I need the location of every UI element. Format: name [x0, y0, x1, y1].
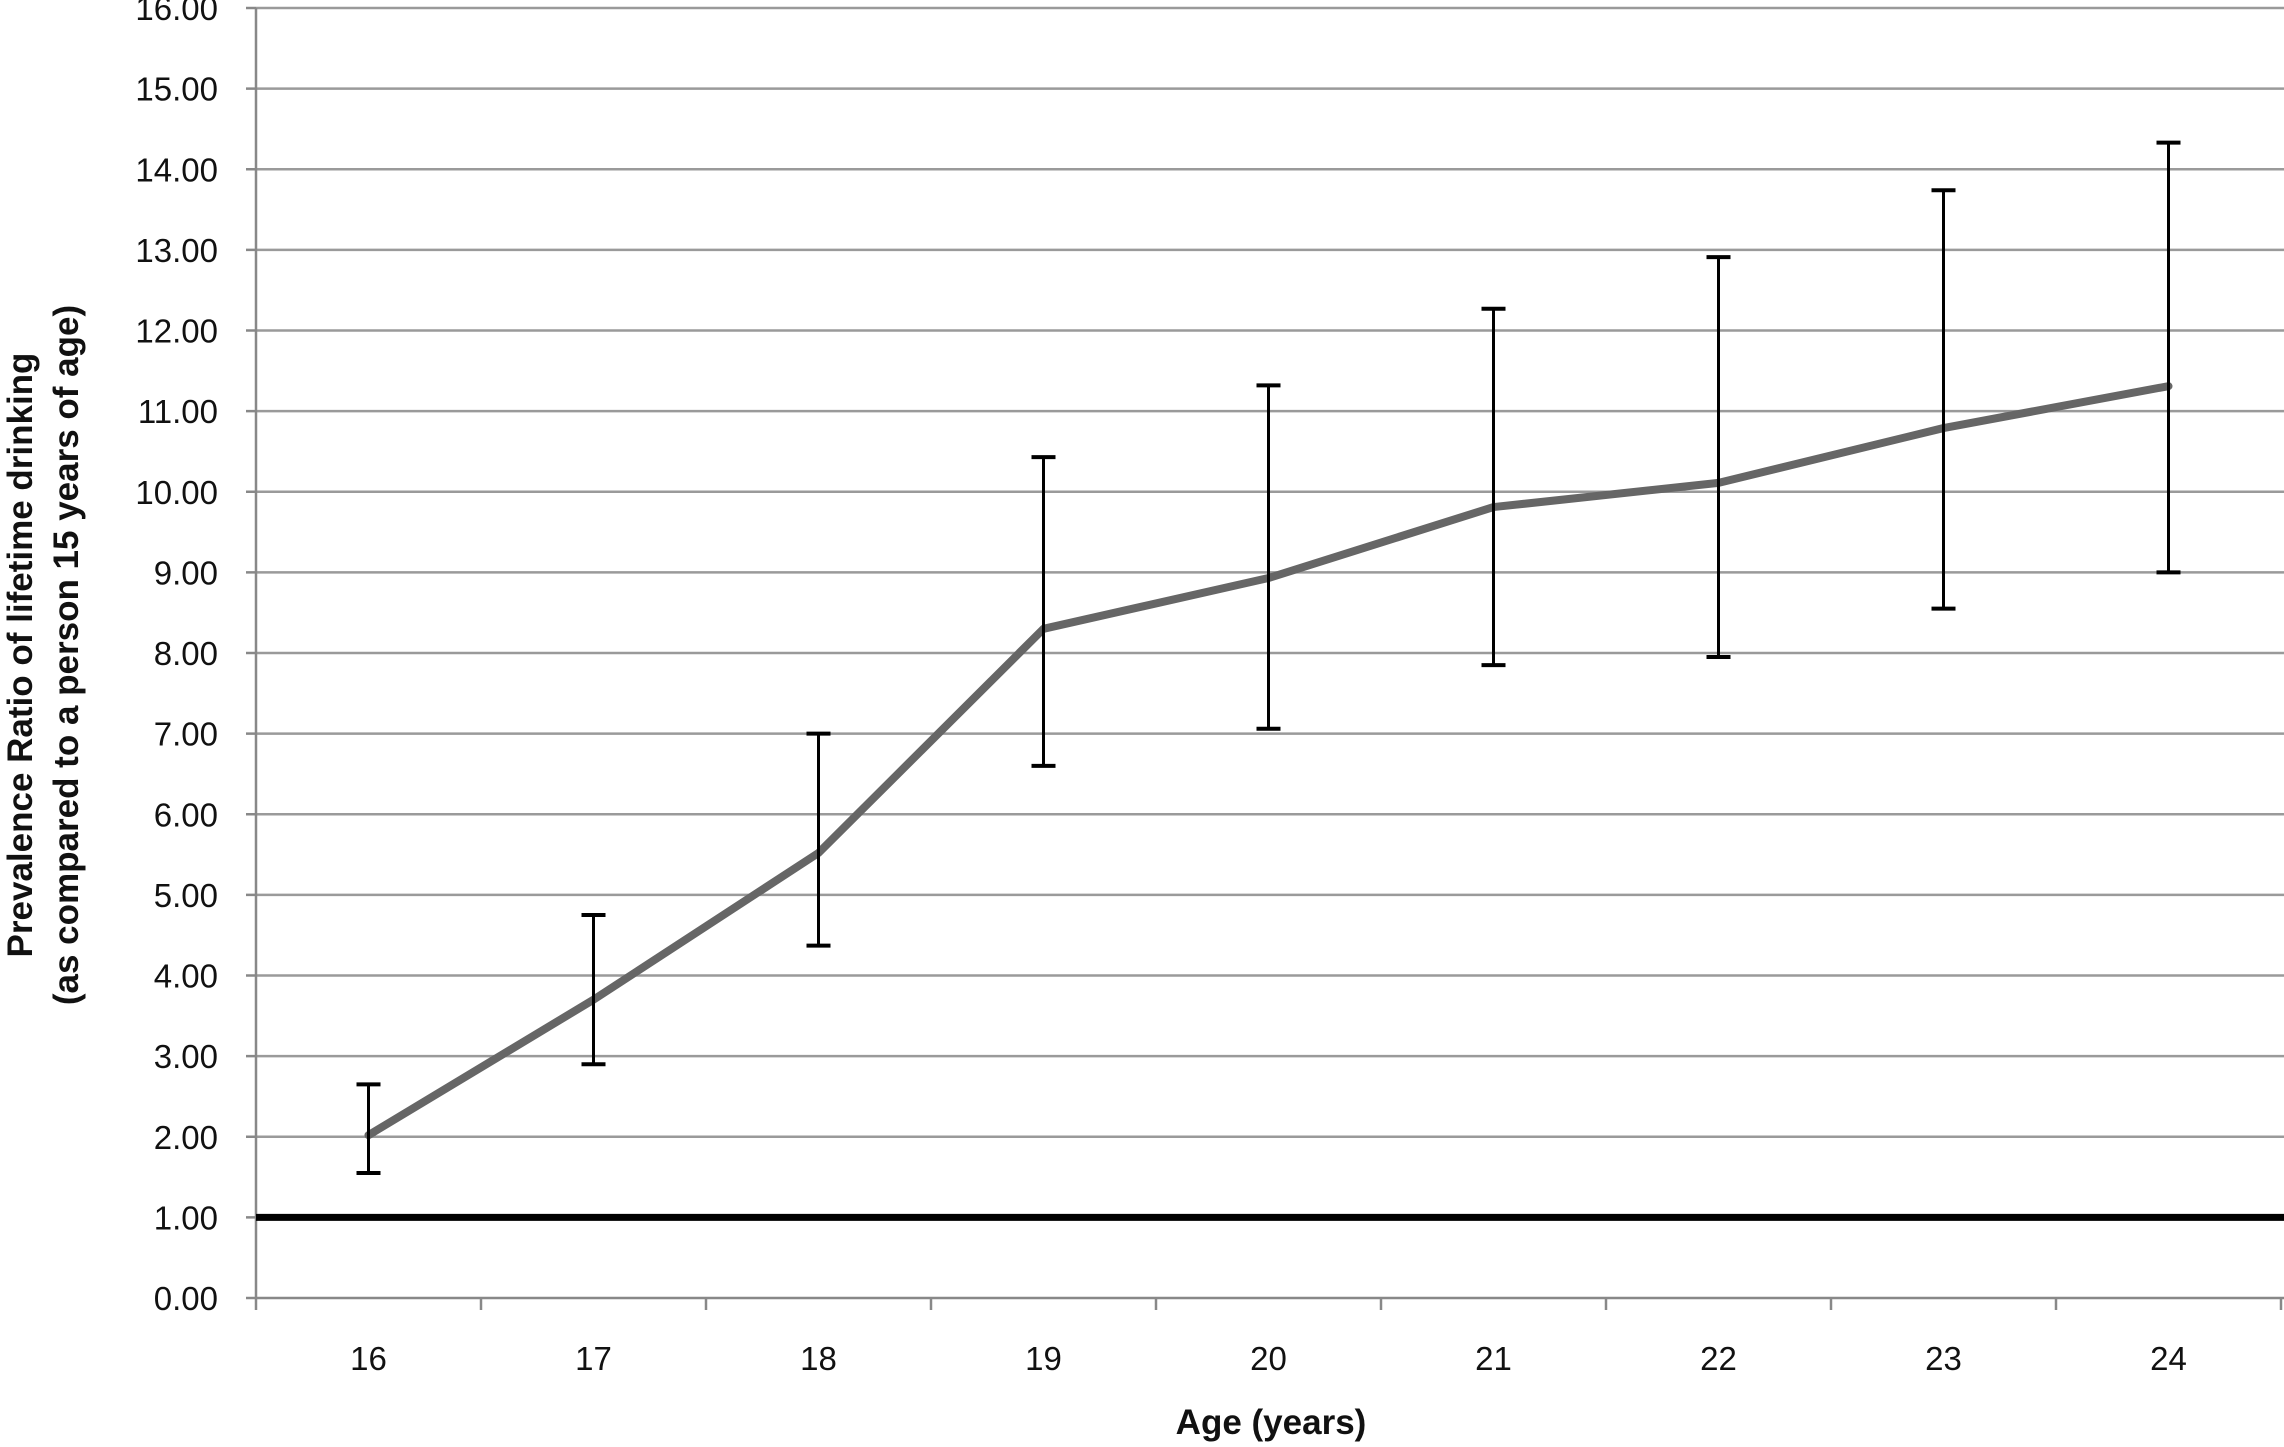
error-bar [1931, 188, 1956, 611]
y-tick-labels: 0.00 1.00 2.00 3.00 4.00 5.00 6.00 7.00 8.00 9.00… [135, 0, 218, 1317]
y-tick-label: 11.00 [138, 393, 218, 430]
x-tick-label: 16 [350, 1340, 387, 1377]
y-tick-label: 1.00 [154, 1199, 218, 1236]
error-bars [356, 140, 2181, 1176]
error-bar [1256, 383, 1281, 731]
y-tick-label: 13.00 [135, 232, 218, 269]
y-tick-label: 12.00 [135, 313, 218, 350]
y-tick-label: 0.00 [154, 1280, 218, 1317]
y-tick-label: 9.00 [154, 554, 218, 591]
y-tick-label: 4.00 [154, 958, 218, 995]
y-tick-label: 6.00 [154, 796, 218, 833]
y-axis-title: Prevalence Ratio of lifetime drinking (a… [1, 305, 86, 1005]
x-tick-label: 19 [1025, 1340, 1062, 1377]
x-tick-label: 17 [575, 1340, 612, 1377]
x-tick-label: 23 [1925, 1340, 1962, 1377]
y-axis-title-line2: (as compared to a person 15 years of age… [47, 305, 86, 1005]
y-axis-title-line1: Prevalence Ratio of lifetime drinking [1, 353, 40, 958]
y-tick-label: 14.00 [135, 151, 218, 188]
y-tick-label: 5.00 [154, 877, 218, 914]
error-bar [1031, 455, 1056, 768]
x-tick-label: 21 [1475, 1340, 1512, 1377]
y-tick-label: 10.00 [135, 474, 218, 511]
y-tick-label: 2.00 [154, 1119, 218, 1156]
y-tick-label: 8.00 [154, 635, 218, 672]
x-tick-labels: 16 17 18 19 20 21 22 23 24 [350, 1340, 2187, 1377]
x-tick-label: 24 [2150, 1340, 2187, 1377]
axes [246, 6, 2284, 1310]
error-bar [806, 731, 831, 948]
x-tick-label: 18 [800, 1340, 837, 1377]
y-tick-label: 16.00 [135, 0, 218, 27]
error-bar [356, 1082, 381, 1176]
y-tick-label: 3.00 [154, 1038, 218, 1075]
y-tick-label: 7.00 [154, 716, 218, 753]
gridlines [256, 6, 2284, 1138]
error-bar [1706, 255, 1731, 660]
x-axis-title: Age (years) [1176, 1403, 1367, 1442]
error-bar [2156, 140, 2181, 575]
y-tick-label: 15.00 [135, 71, 218, 108]
x-tick-label: 22 [1700, 1340, 1737, 1377]
error-bar [581, 913, 606, 1067]
x-tick-label: 20 [1250, 1340, 1287, 1377]
error-bar [1481, 306, 1506, 668]
